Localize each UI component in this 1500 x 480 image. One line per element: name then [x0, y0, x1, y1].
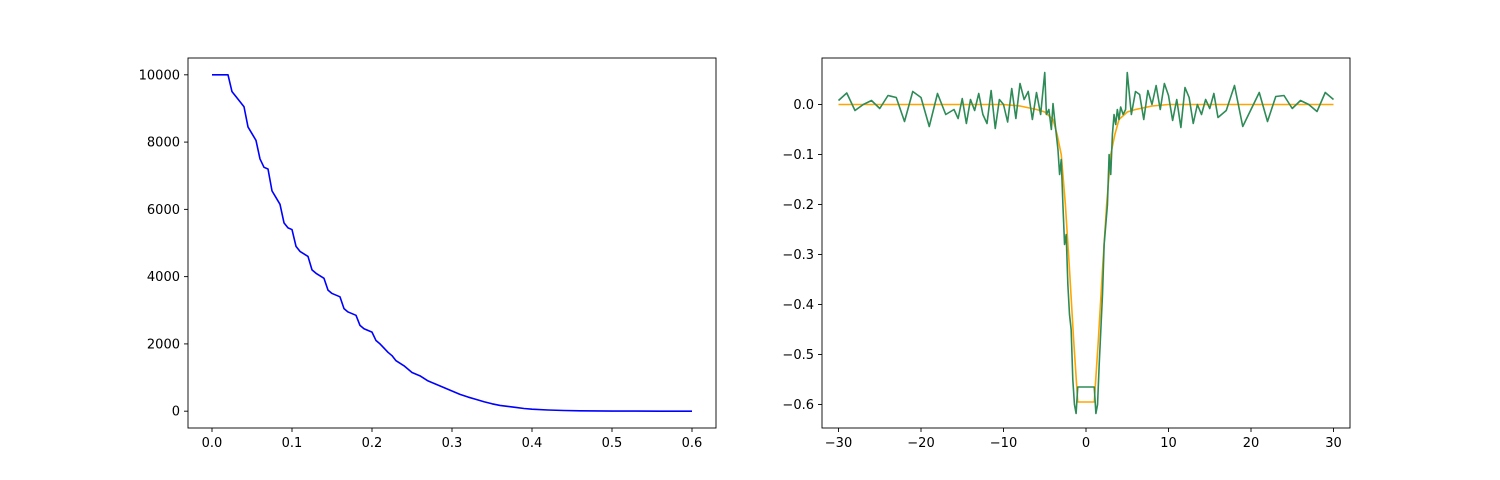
x-tick-label: 10	[1160, 436, 1177, 451]
right-chart: −30 −20 −10 0 10 20 30 0.0 −0.1 −0.2 −0.3 −0.4 −0.5 −…	[782, 57, 1351, 451]
y-tick-label: −0.1	[782, 148, 814, 163]
x-tick-label: 0.1	[282, 436, 303, 451]
series-line-2	[837, 71, 1335, 415]
x-tick-label: 0.5	[602, 436, 623, 451]
x-tick-label: 0.4	[522, 436, 543, 451]
y-tick-label: 8000	[147, 136, 180, 151]
left-chart: 0.0 0.1 0.2 0.3 0.4 0.5 0.6 0 2000 4000 6000 8000 10…	[139, 57, 717, 451]
series-line-1	[212, 74, 693, 412]
y-tick-label: −0.5	[782, 348, 814, 363]
y-tick-label: −0.3	[782, 248, 814, 263]
y-tick-label: 4000	[147, 270, 180, 285]
x-tick-label: 0.0	[202, 436, 223, 451]
y-tick-label: 0	[172, 405, 180, 420]
y-tick-label: 6000	[147, 203, 180, 218]
series-line-1	[838, 103, 1334, 403]
x-tick-label: −10	[990, 436, 1017, 451]
y-tick-label: 2000	[147, 337, 180, 352]
x-tick-label: 0	[1082, 436, 1090, 451]
x-tick-label: −20	[907, 436, 934, 451]
y-tick-label: 0.0	[793, 98, 814, 113]
y-tick-label: −0.6	[782, 398, 814, 413]
x-tick-label: 0.2	[362, 436, 383, 451]
y-tick-label: −0.4	[782, 298, 814, 313]
x-tick-label: 0.6	[682, 436, 703, 451]
x-tick-label: 30	[1325, 436, 1342, 451]
x-tick-label: −30	[825, 436, 852, 451]
y-tick-label: −0.2	[782, 198, 814, 213]
x-tick-label: 20	[1243, 436, 1260, 451]
y-tick-label: 10000	[139, 68, 180, 83]
x-tick-label: 0.3	[442, 436, 463, 451]
